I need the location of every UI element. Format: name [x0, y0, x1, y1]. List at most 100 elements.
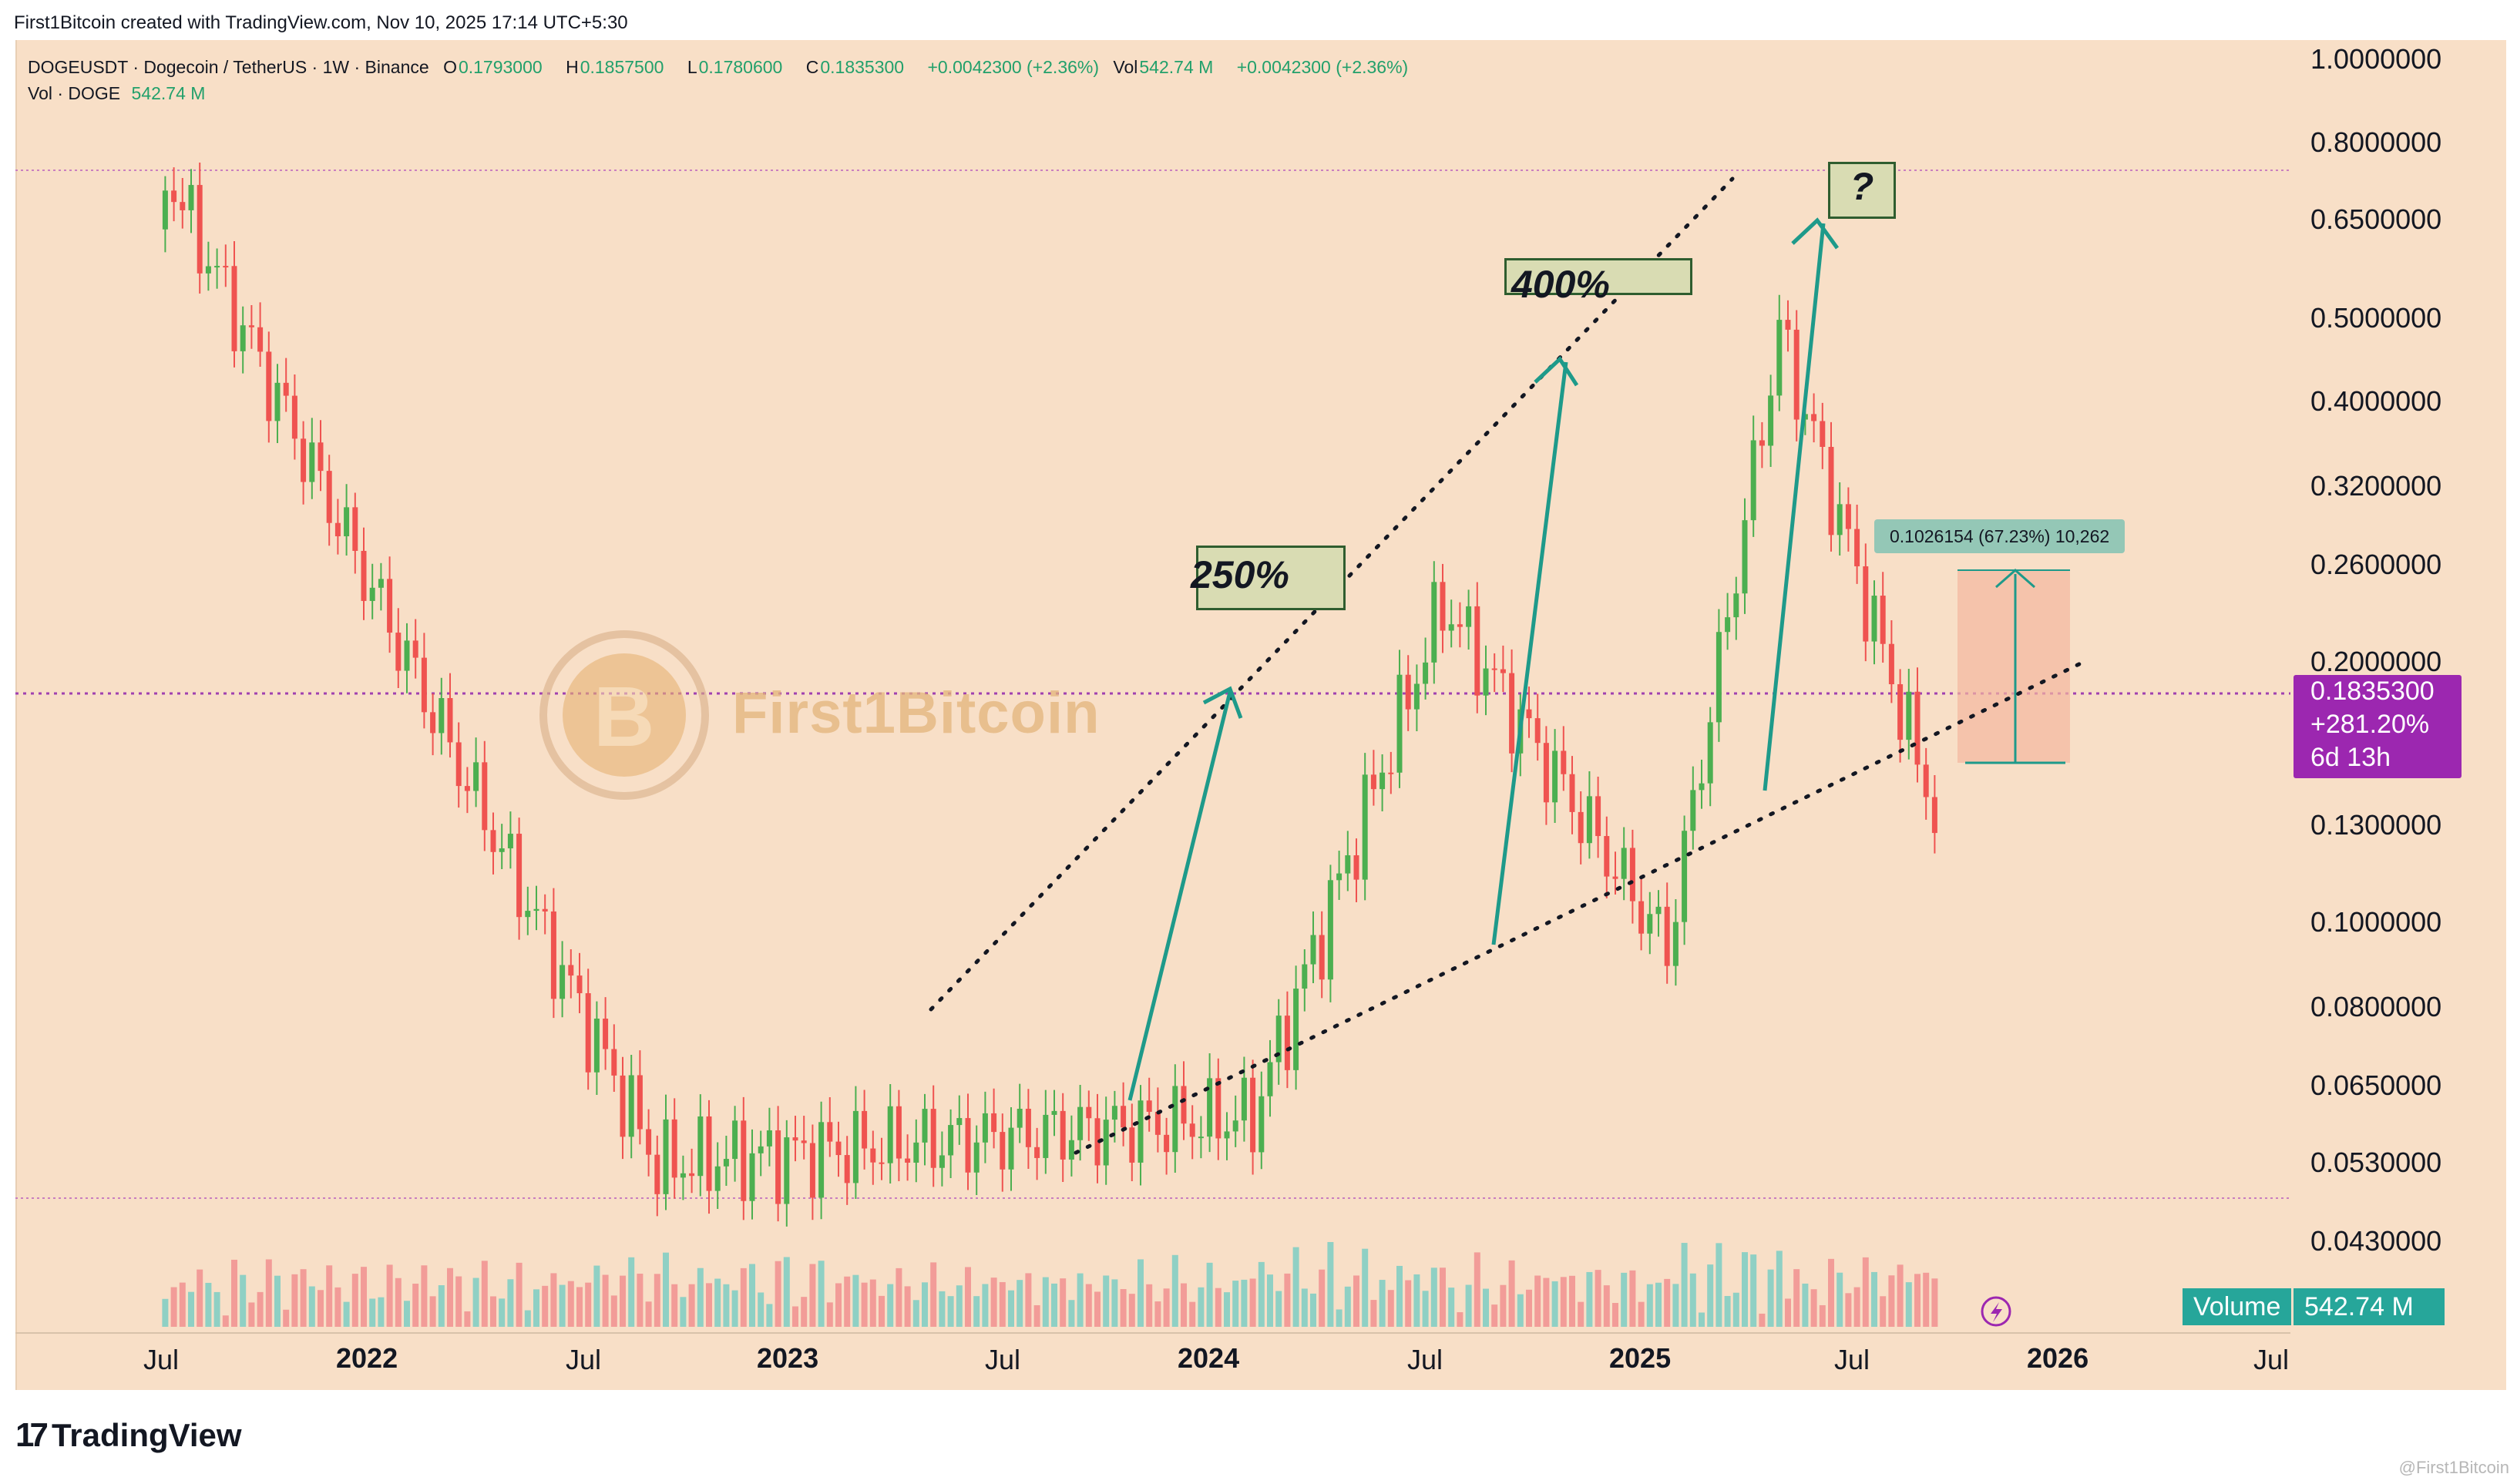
- candle-body: [1837, 504, 1843, 536]
- volume-bar: [1292, 1247, 1299, 1327]
- volume-bar: [1154, 1301, 1161, 1327]
- arrow-400: [1491, 356, 1579, 945]
- candle-body: [430, 712, 436, 734]
- annotation-question[interactable]: ?: [1828, 162, 1896, 219]
- volume-bar: [1931, 1278, 1938, 1327]
- price-tick: 0.5000000: [2310, 302, 2442, 334]
- candle-body: [1914, 691, 1921, 765]
- candle-body: [1811, 414, 1817, 421]
- volume-bar: [559, 1284, 566, 1327]
- volume-bar: [1716, 1243, 1722, 1327]
- candle-body: [1077, 1106, 1084, 1140]
- candle-body: [818, 1122, 825, 1198]
- volume-bar: [1595, 1270, 1601, 1327]
- candle-body: [1561, 750, 1567, 774]
- candle-body: [1785, 320, 1791, 330]
- candle-body: [741, 1120, 747, 1201]
- candle-body: [533, 908, 539, 912]
- volume-bar: [585, 1282, 592, 1327]
- volume-bar: [1732, 1292, 1739, 1327]
- volume-bar: [1077, 1273, 1084, 1327]
- volume-tag-value: 542.74 M: [2294, 1288, 2445, 1325]
- volume-bar: [179, 1282, 186, 1327]
- candle-body: [775, 1130, 781, 1204]
- volume-bar: [1111, 1279, 1118, 1327]
- volume-bar: [1603, 1285, 1610, 1327]
- tradingview-mark-icon: 17: [15, 1416, 49, 1454]
- candle-body: [404, 640, 410, 671]
- candle-body: [1241, 1077, 1247, 1121]
- volume-bar: [671, 1284, 678, 1327]
- volume-bar: [1474, 1252, 1480, 1327]
- watermark-logo: B: [539, 630, 709, 800]
- candle-body: [1638, 901, 1645, 934]
- volume-tag-name: Volume: [2183, 1288, 2292, 1325]
- volume-bar: [1802, 1283, 1809, 1327]
- candle-body: [1275, 1016, 1282, 1063]
- volume-bar: [731, 1290, 738, 1327]
- candle-body: [525, 911, 531, 918]
- candle-body: [714, 1166, 721, 1191]
- volume-bar: [1336, 1309, 1343, 1327]
- candle-body: [378, 579, 384, 588]
- candle-body: [309, 442, 315, 482]
- candle-body: [180, 202, 186, 210]
- volume-bar: [1862, 1257, 1869, 1327]
- volume-bar: [1664, 1278, 1671, 1327]
- chart-panel[interactable]: [15, 40, 2292, 1390]
- candle-body: [1534, 718, 1541, 744]
- candle-body: [1474, 606, 1480, 696]
- candle-body: [680, 1173, 686, 1178]
- price-tick: 0.0530000: [2310, 1147, 2442, 1178]
- volume-bar: [1379, 1280, 1386, 1327]
- price-tick: 0.1300000: [2310, 809, 2442, 841]
- volume-bar: [896, 1267, 902, 1327]
- volume-bar: [291, 1274, 298, 1327]
- candle-body: [922, 1109, 928, 1143]
- measure-label[interactable]: 0.1026154 (67.23%) 10,262: [1874, 519, 2126, 553]
- volume-bar: [826, 1302, 833, 1327]
- time-tick: 2026: [2027, 1342, 2089, 1374]
- volume-bar: [516, 1262, 523, 1327]
- volume-bar: [628, 1257, 635, 1327]
- candle-body: [1595, 796, 1601, 837]
- time-tick: 2025: [1609, 1342, 1672, 1374]
- annotation-250[interactable]: 250%: [1191, 546, 1346, 610]
- candle-body: [1569, 774, 1575, 812]
- candle-body: [162, 190, 168, 230]
- volume-bar: [1241, 1279, 1248, 1327]
- candle-body: [1682, 831, 1688, 922]
- candle-body: [1612, 876, 1618, 879]
- volume-bar: [395, 1278, 402, 1327]
- volume-bar: [1448, 1288, 1455, 1327]
- candle-body: [1051, 1110, 1057, 1115]
- volume-bar: [472, 1278, 479, 1327]
- candle-body: [991, 1113, 997, 1133]
- candle-body: [1526, 709, 1532, 719]
- volume-bar: [1655, 1282, 1662, 1327]
- candle-body: [1086, 1106, 1092, 1119]
- volume-bar: [1923, 1272, 1930, 1327]
- legend-open: 0.1793000: [458, 57, 543, 77]
- candle-body: [1725, 617, 1731, 633]
- candle-body: [1310, 935, 1316, 965]
- volume-bar: [1353, 1275, 1359, 1327]
- candle-body: [1293, 989, 1299, 1070]
- annotation-400[interactable]: 400%: [1504, 258, 1692, 304]
- volume-legend-label: Vol · DOGE: [28, 83, 121, 103]
- volume-bar: [550, 1273, 557, 1327]
- volume-bar: [1396, 1265, 1403, 1327]
- candle-body: [1690, 790, 1696, 831]
- volume-bar: [1759, 1313, 1766, 1327]
- tradingview-logo[interactable]: 17 TradingView: [15, 1416, 242, 1455]
- volume-bar: [1785, 1298, 1791, 1327]
- candle-body: [973, 1142, 980, 1173]
- candle-body: [896, 1106, 902, 1159]
- candle-body: [1655, 906, 1662, 915]
- candle-body: [1034, 1147, 1040, 1158]
- volume-bar: [1483, 1288, 1489, 1327]
- volume-bar: [1578, 1301, 1584, 1327]
- current-price-tag: 0.1835300 +281.20% 6d 13h: [2294, 675, 2462, 778]
- candle-body: [1466, 606, 1472, 627]
- volume-bar: [1905, 1282, 1912, 1327]
